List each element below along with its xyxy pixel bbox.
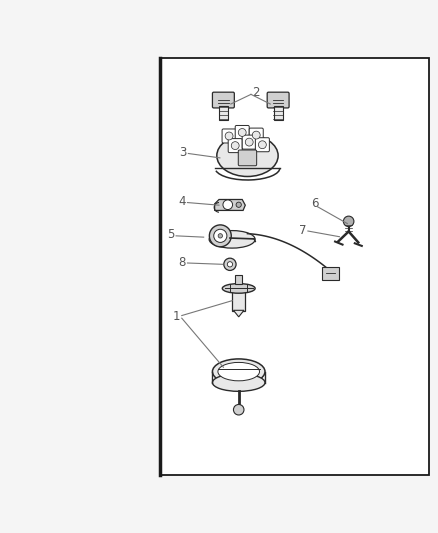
FancyBboxPatch shape (249, 128, 263, 142)
Circle shape (238, 128, 246, 136)
FancyBboxPatch shape (160, 59, 429, 474)
Circle shape (233, 405, 244, 415)
FancyBboxPatch shape (232, 286, 245, 311)
Text: 6: 6 (311, 197, 318, 211)
Circle shape (343, 216, 354, 227)
Circle shape (209, 225, 231, 247)
FancyBboxPatch shape (242, 135, 256, 149)
FancyBboxPatch shape (219, 106, 228, 120)
Ellipse shape (217, 135, 278, 176)
FancyBboxPatch shape (222, 129, 236, 143)
FancyBboxPatch shape (212, 92, 234, 108)
Text: 1: 1 (173, 310, 180, 324)
Text: 4: 4 (178, 195, 186, 208)
Circle shape (227, 262, 233, 267)
Polygon shape (233, 310, 244, 317)
Circle shape (245, 138, 253, 146)
Circle shape (258, 141, 266, 149)
FancyBboxPatch shape (255, 138, 269, 152)
Ellipse shape (209, 231, 255, 248)
Text: 2: 2 (252, 86, 260, 99)
Text: 5: 5 (167, 229, 174, 241)
Circle shape (231, 142, 239, 150)
Circle shape (218, 233, 223, 238)
Ellipse shape (218, 362, 259, 381)
Text: 7: 7 (299, 224, 307, 237)
FancyBboxPatch shape (235, 125, 249, 140)
Text: 8: 8 (178, 256, 185, 269)
Circle shape (236, 202, 241, 207)
Circle shape (214, 229, 227, 243)
Ellipse shape (212, 374, 265, 391)
FancyBboxPatch shape (322, 267, 339, 280)
Polygon shape (215, 199, 245, 211)
FancyBboxPatch shape (228, 139, 242, 152)
FancyBboxPatch shape (238, 150, 257, 166)
Ellipse shape (222, 284, 255, 293)
FancyBboxPatch shape (235, 275, 242, 285)
FancyBboxPatch shape (274, 106, 283, 120)
Ellipse shape (212, 359, 265, 384)
FancyBboxPatch shape (267, 92, 289, 108)
Text: 3: 3 (180, 146, 187, 159)
Circle shape (252, 131, 260, 139)
Circle shape (225, 132, 233, 140)
Circle shape (223, 200, 233, 209)
Circle shape (224, 258, 236, 270)
